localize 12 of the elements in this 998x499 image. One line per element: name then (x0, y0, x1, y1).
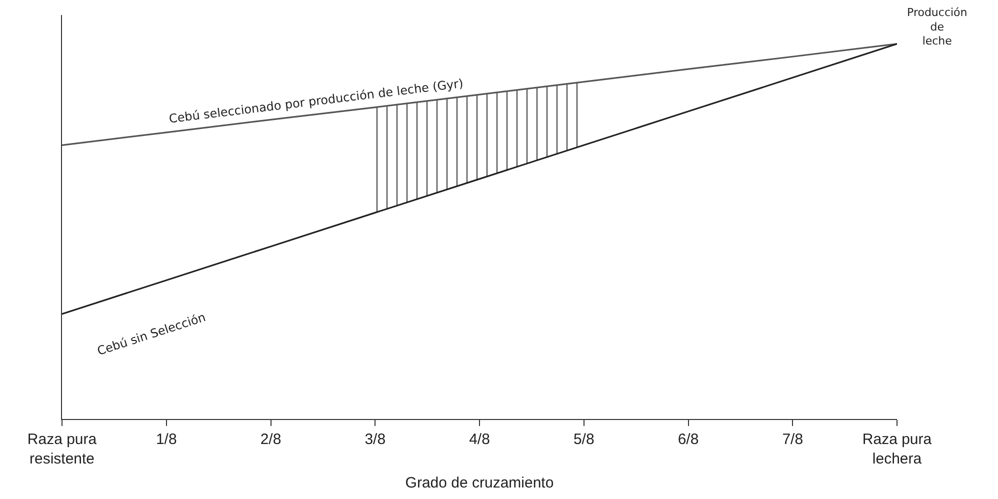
text: Cebú seleccionado por producción de leche (Gyr) (168, 76, 464, 126)
x-tick-label: 7/8 (782, 431, 804, 448)
x-tick-label: 2/8 (260, 431, 282, 448)
y-axis-title: Producción de leche (907, 6, 968, 48)
x-tick-label: 6/8 (678, 431, 699, 448)
x-tick-label: 3/8 (364, 431, 386, 448)
x-tick-label: 4/8 (469, 431, 490, 448)
x-tick-label: 1/8 (156, 431, 177, 448)
x-tick-label: 5/8 (573, 431, 594, 448)
x-axis-title: Grado de cruzamiento (405, 474, 554, 492)
x-tick-label: Raza pura resistente (27, 431, 98, 468)
x-tick-label: Raza pura lechera (862, 431, 932, 468)
